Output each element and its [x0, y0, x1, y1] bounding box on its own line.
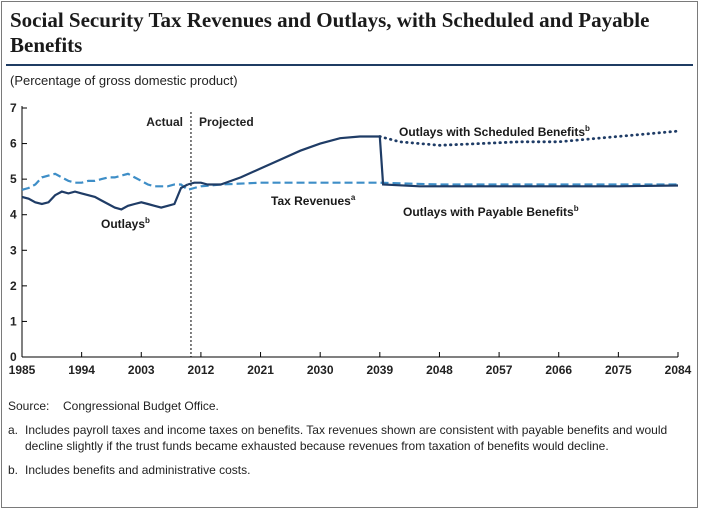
x-tick-label: 1985 — [9, 363, 36, 377]
note-a-mark: a. — [8, 423, 19, 437]
y-tick-label: 6 — [10, 137, 17, 151]
y-tick-label: 5 — [10, 172, 17, 186]
annotation-tax-revenues: Tax Revenuesa — [271, 193, 356, 208]
x-tick-label: 2030 — [307, 363, 334, 377]
note-b: b. Includes benefits and administrative … — [8, 462, 693, 478]
x-tick-label: 2039 — [366, 363, 393, 377]
x-tick-label: 2021 — [247, 363, 274, 377]
actual-label: Actual — [146, 115, 183, 129]
x-tick-label: 2003 — [128, 363, 155, 377]
annotation-outlays-with-payable-benefits: Outlays with Payable Benefitsb — [403, 204, 579, 219]
note-a-text: Includes payroll taxes and income taxes … — [25, 423, 668, 453]
y-tick-label: 7 — [10, 101, 17, 115]
annotation-outlays: Outlaysb — [101, 216, 150, 231]
note-a: a. Includes payroll taxes and income tax… — [8, 422, 693, 454]
outlays-with-payable-benefits-line — [378, 136, 679, 188]
x-tick-label: 1994 — [68, 363, 95, 377]
outlays-line — [21, 183, 189, 211]
y-tick-label: 2 — [10, 279, 17, 293]
x-tick-label: 2084 — [665, 363, 692, 377]
x-tick-label: 2048 — [426, 363, 453, 377]
projected-label: Projected — [199, 115, 254, 129]
annotation-outlays-with-scheduled-benefits: Outlays with Scheduled Benefitsb — [399, 124, 590, 139]
x-tick-label: 2057 — [486, 363, 513, 377]
note-b-mark: b. — [8, 463, 19, 477]
x-tick-label: 2066 — [545, 363, 572, 377]
x-tick-label: 2075 — [605, 363, 632, 377]
title-rule — [6, 64, 693, 66]
y-tick-label: 0 — [10, 350, 17, 364]
y-tick-label: 1 — [10, 314, 17, 328]
x-tick-label: 2012 — [188, 363, 215, 377]
outlays-with-scheduled-benefits-line-solid — [187, 135, 380, 186]
line-chart: 0 1 2 3 4 5 6 7 1985 1994 2003 2012 2021 2030 2039 2048… — [9, 101, 692, 377]
figure-subtitle: (Percentage of gross domestic product) — [10, 73, 238, 88]
y-tick-label: 4 — [10, 208, 17, 222]
source-label: Source: — [8, 399, 50, 413]
footnotes: Source: Congressional Budget Office. a. … — [8, 398, 693, 478]
source-text: Congressional Budget Office. — [63, 399, 219, 413]
outlays-with-scheduled-benefits-line-dotted — [378, 129, 680, 147]
note-b-text: Includes benefits and administrative cos… — [25, 463, 251, 477]
figure-title: Social Security Tax Revenues and Outlays… — [10, 8, 650, 57]
y-tick-label: 3 — [10, 243, 17, 257]
source-note: Source: Congressional Budget Office. — [8, 398, 693, 414]
